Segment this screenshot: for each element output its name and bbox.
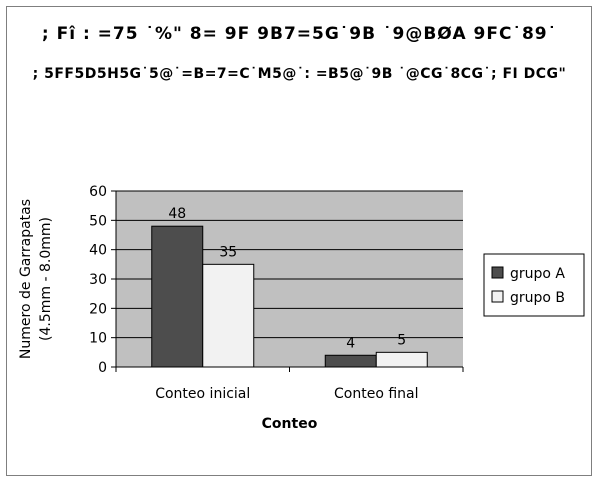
bar-grupo-A-1 [324,354,377,368]
axes [111,190,464,372]
data-label-grupo-A-1: 4 [346,335,355,351]
data-label-grupo-B-1: 5 [397,332,406,348]
y-tick-label-30: 30 [89,272,107,288]
legend-swatch-grupo-B [491,290,504,303]
bars [151,225,428,368]
legend: grupo A grupo B [483,253,585,317]
y-tick-label-20: 20 [89,301,107,317]
y-tick-label-60: 60 [89,184,107,200]
x-tick-label-0: Conteo inicial [155,386,250,402]
legend-box [483,253,585,317]
legend-label-grupo-B: grupo B [510,290,565,306]
bar-grupo-A-0 [151,225,204,368]
x-axis-label: Conteo [262,416,318,432]
data-label-grupo-B-0: 35 [219,244,237,260]
data-label-grupo-A-0: 48 [168,206,186,222]
bar-grupo-B-0 [202,263,255,368]
chart-title: ; Fî : =75 ˙%" 8= 9F 9B7=5G˙9B ˙9@BØA 9F… [41,24,558,44]
y-tick-label-0: 0 [98,360,107,376]
labels: 0 10 20 30 40 50 60 48 35 Conteo inicial 4 5 Conteo … [89,184,418,402]
y-tick-label-10: 10 [89,331,107,347]
y-tick-label-40: 40 [89,243,107,259]
bar-grupo-B-1 [375,351,428,368]
y-tick-label-50: 50 [89,213,107,229]
y-axis-label-line2: (4.5mm - 8.0mm) [38,217,54,341]
legend-label-grupo-A: grupo A [510,266,565,282]
chart-subtitle: ; 5FF5D5H5G˙5@˙=B=7=C˙M5@˙: =B5@˙9B ˙@CG… [32,66,567,82]
x-tick-label-1: Conteo final [334,386,419,402]
y-axis-label-line1: Numero de Garrapatas [18,199,34,359]
legend-swatch-grupo-A [491,266,504,279]
